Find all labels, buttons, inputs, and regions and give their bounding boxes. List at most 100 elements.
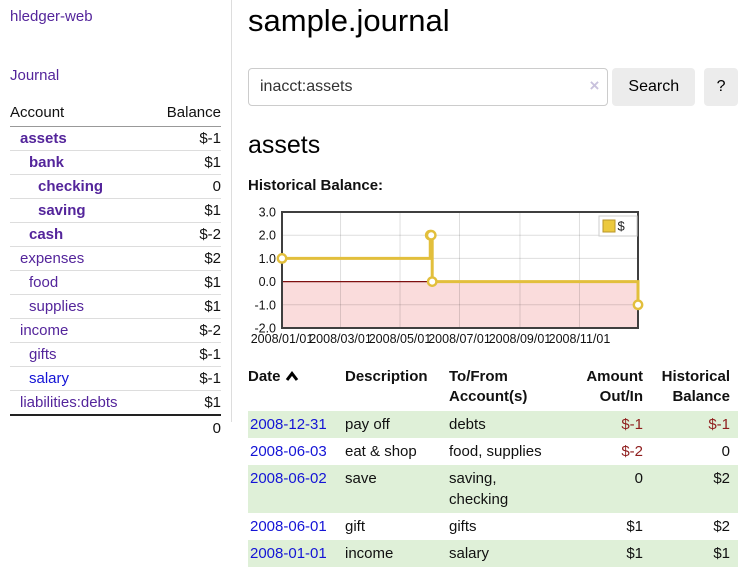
- transaction-date-link[interactable]: 2008-06-03: [250, 443, 327, 460]
- accounts-table: Account Balance assets $-1 bank $1 checkin…: [10, 101, 221, 440]
- account-balance: $-2: [150, 222, 221, 247]
- account-row: expenses $2: [10, 246, 221, 271]
- transaction-amount: $-2: [621, 443, 643, 460]
- transaction-date-link[interactable]: 2008-06-02: [250, 470, 327, 487]
- svg-text:2008/05/01: 2008/05/01: [369, 332, 432, 346]
- account-link-saving[interactable]: saving: [38, 202, 86, 219]
- svg-text:2008/11/01: 2008/11/01: [549, 332, 611, 346]
- transaction-accounts: debts: [449, 416, 486, 433]
- account-link-gifts[interactable]: gifts: [29, 346, 57, 363]
- transaction-description: save: [345, 470, 377, 487]
- account-balance: $1: [150, 390, 221, 416]
- transaction-date-link[interactable]: 2008-06-01: [250, 518, 327, 535]
- transaction-accounts: saving, checking: [449, 470, 509, 508]
- account-row: salary $-1: [10, 366, 221, 391]
- svg-text:2008/07/01: 2008/07/01: [428, 332, 491, 346]
- account-row: saving $1: [10, 198, 221, 223]
- account-link-supplies[interactable]: supplies: [29, 298, 85, 315]
- account-link-checking[interactable]: checking: [38, 178, 104, 195]
- sort-asc-icon: [285, 368, 299, 388]
- account-link-food[interactable]: food: [29, 274, 59, 291]
- transaction-accounts: gifts: [449, 518, 477, 535]
- svg-text:-1.0: -1.0: [254, 298, 276, 312]
- search-button[interactable]: Search: [612, 68, 696, 106]
- account-balance: $-2: [150, 318, 221, 343]
- transaction-row: 2008-12-31 pay off debts $-1 $-1: [248, 411, 738, 438]
- page-title: sample.journal: [248, 3, 450, 38]
- transaction-row: 2008-06-03 eat & shop food, supplies $-2…: [248, 438, 738, 465]
- transaction-accounts: salary: [449, 545, 490, 562]
- account-balance: $-1: [150, 366, 221, 391]
- transaction-amount: $1: [626, 545, 643, 562]
- register-table: Date Description To/From Account(s) Amou…: [248, 365, 738, 567]
- search-bar: × Search ?: [248, 68, 738, 106]
- account-link-income[interactable]: income: [20, 322, 69, 339]
- transaction-row: 2008-06-02 save saving, checking 0 $2: [248, 465, 738, 513]
- main-content: sample.journal × Search ? assets Histori…: [248, 0, 738, 567]
- transaction-balance: $1: [713, 545, 730, 562]
- column-header-date[interactable]: Date: [248, 365, 345, 411]
- account-row: liabilities:debts $1: [10, 390, 221, 416]
- accounts-header-account: Account: [10, 101, 151, 127]
- svg-text:$: $: [618, 219, 626, 234]
- account-balance: $-1: [150, 342, 221, 367]
- account-balance: $1: [150, 294, 221, 319]
- account-balance: 0: [150, 174, 221, 199]
- account-link-expenses[interactable]: expenses: [20, 250, 85, 267]
- account-balance: $1: [150, 198, 221, 223]
- svg-text:-2.0: -2.0: [254, 322, 276, 336]
- chart-label: Historical Balance:: [248, 177, 384, 194]
- nav-journal-link[interactable]: Journal: [10, 67, 60, 84]
- account-balance: $2: [150, 246, 221, 271]
- account-row: food $1: [10, 270, 221, 295]
- svg-text:2008/03/01: 2008/03/01: [309, 332, 372, 346]
- transaction-accounts: food, supplies: [449, 443, 542, 460]
- accounts-header-balance: Balance: [150, 101, 221, 127]
- brand-link[interactable]: hledger-web: [10, 8, 93, 25]
- transaction-description: gift: [345, 518, 366, 535]
- column-header-balance: Historical Balance: [661, 368, 730, 405]
- transaction-description: pay off: [345, 416, 390, 433]
- account-row: supplies $1: [10, 294, 221, 319]
- accounts-total-row: 0: [10, 415, 221, 440]
- account-balance: $-1: [150, 126, 221, 151]
- svg-text:2008/01/01: 2008/01/01: [251, 332, 314, 346]
- transaction-date-link[interactable]: 2008-01-01: [250, 545, 327, 562]
- accounts-total: 0: [212, 420, 221, 437]
- historical-balance-chart: $3.0 2.0 1.0 0.0 -1.0 -2.02008/01/012008/03/0…: [251, 206, 644, 346]
- clear-search-icon[interactable]: ×: [589, 76, 600, 95]
- svg-text:2008/09/01: 2008/09/01: [489, 332, 552, 346]
- transaction-balance: $2: [713, 518, 730, 535]
- column-header-accounts: To/From Account(s): [449, 368, 528, 405]
- transaction-date-link[interactable]: 2008-12-31: [250, 416, 327, 433]
- svg-text:3.0: 3.0: [259, 206, 276, 220]
- svg-text:1.0: 1.0: [259, 252, 276, 266]
- transaction-amount: $-1: [621, 416, 643, 433]
- account-row: assets $-1: [10, 126, 221, 151]
- transaction-amount: 0: [634, 470, 643, 487]
- account-link-liabilities-debts[interactable]: liabilities:debts: [20, 394, 118, 411]
- account-link-bank[interactable]: bank: [29, 154, 65, 171]
- account-link-assets[interactable]: assets: [20, 130, 67, 147]
- account-row: gifts $-1: [10, 342, 221, 367]
- svg-text:0.0: 0.0: [259, 275, 276, 289]
- account-row: bank $1: [10, 150, 221, 175]
- account-link-cash[interactable]: cash: [29, 226, 64, 243]
- transaction-description: income: [345, 545, 394, 562]
- account-row: cash $-2: [10, 222, 221, 247]
- sidebar: hledger-web Journal Account Balance asse…: [0, 0, 232, 437]
- account-link-salary[interactable]: salary: [29, 370, 70, 387]
- account-title: assets: [248, 131, 321, 159]
- transaction-balance: $-1: [708, 416, 730, 433]
- transaction-row: 2008-06-01 gift gifts $1 $2: [248, 513, 738, 540]
- column-header-description: Description: [345, 368, 428, 385]
- transaction-balance: 0: [721, 443, 730, 460]
- account-balance: $1: [150, 150, 221, 175]
- transaction-row: 2008-01-01 income salary $1 $1: [248, 540, 738, 567]
- search-input[interactable]: [248, 68, 609, 106]
- svg-text:2.0: 2.0: [259, 229, 276, 243]
- account-balance: $1: [150, 270, 221, 295]
- column-header-amount: Amount Out/In: [586, 368, 643, 405]
- help-button[interactable]: ?: [704, 68, 738, 106]
- transaction-amount: $1: [626, 518, 643, 535]
